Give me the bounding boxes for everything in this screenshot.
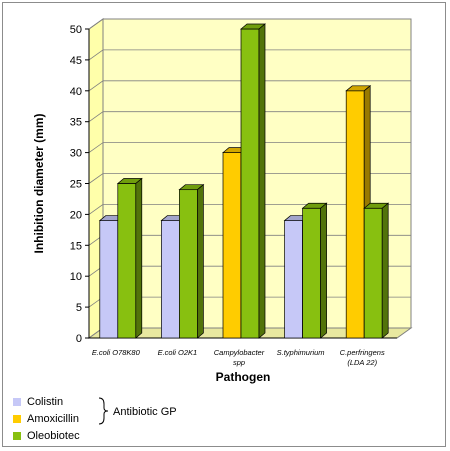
legend-label-oleobiotec: Oleobiotec (27, 430, 80, 442)
x-axis-label: Pathogen (216, 370, 271, 384)
bar-oleobiotec-1-side (197, 183, 204, 339)
legend-group-label: Antibiotic GP (113, 406, 177, 418)
legend-label-colistin: Colistin (27, 396, 64, 408)
bar-chart: 0 5 10 15 20 25 30 35 40 45 50 Inhibition diameter … (32, 18, 413, 384)
gridline (88, 111, 411, 123)
legend-item-amoxicillin: Amoxicillin (13, 413, 79, 425)
legend-item-colistin: Colistin (13, 396, 63, 408)
y-tick-label: 0 (76, 333, 82, 345)
gridline (88, 18, 411, 30)
y-tick-label: 15 (70, 240, 82, 252)
bar-colistin-1 (161, 220, 180, 339)
y-axis-label: Inhibition diameter (mm) (32, 113, 46, 253)
gridline (88, 49, 411, 61)
bar-oleobiotec-2 (240, 28, 260, 339)
legend-swatch-oleobiotec (13, 432, 21, 440)
y-tick-label: 20 (70, 209, 82, 221)
bar-oleobiotec-1 (179, 189, 198, 339)
bar-oleobiotec-0-side (135, 177, 143, 339)
y-tick-label: 25 (70, 179, 82, 191)
y-tick-label: 35 (70, 117, 82, 129)
bar-oleobiotec-3 (302, 207, 321, 339)
x-tick-label: E.coli O78K80 (92, 348, 141, 357)
y-tick-label: 10 (70, 271, 82, 283)
bar-oleobiotec-4 (363, 207, 383, 339)
gridline (88, 142, 411, 153)
bar-colistin-3 (284, 220, 303, 339)
gridline (88, 80, 411, 92)
legend-label-amoxicillin: Amoxicillin (27, 413, 79, 425)
legend-item-oleobiotec: Oleobiotec (13, 430, 80, 442)
x-tick-label: S.typhimurium (277, 348, 325, 357)
legend-brace (98, 397, 109, 425)
y-tick-label: 30 (70, 148, 82, 160)
x-tick-label: E.coli O2K1 (158, 348, 198, 357)
bar-amoxicillin-4 (345, 90, 365, 339)
x-tick-label: (LDA 22) (347, 358, 377, 367)
chart-frame: 0 5 10 15 20 25 30 35 40 45 50 Inhibition diameter … (2, 2, 446, 447)
gridline (88, 173, 411, 184)
bar-oleobiotec-2-side (258, 23, 266, 339)
bar-colistin-0 (99, 220, 119, 339)
x-tick-label: Campylobacter (214, 348, 265, 357)
y-tick-label: 40 (70, 86, 82, 98)
y-tick-label: 45 (70, 55, 82, 67)
bar-oleobiotec-0 (117, 183, 137, 339)
legend-swatch-amoxicillin (13, 415, 21, 423)
bar-oleobiotec-3-side (320, 202, 327, 339)
bar-oleobiotec-4-side (381, 202, 389, 339)
x-tick-label: C.perfringens (340, 348, 385, 357)
x-tick-label: spp (233, 358, 245, 367)
y-tick-label: 50 (70, 24, 82, 36)
y-tick-label: 5 (76, 302, 82, 314)
bar-amoxicillin-2 (222, 152, 242, 339)
legend-swatch-colistin (13, 398, 21, 406)
